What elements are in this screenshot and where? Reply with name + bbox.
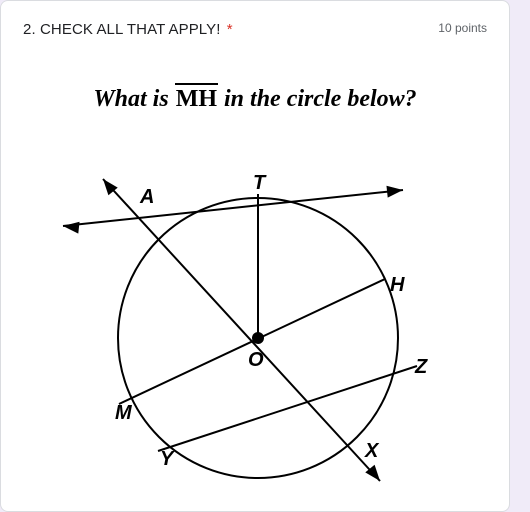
label-A: A: [139, 186, 154, 208]
center-dot: [252, 332, 264, 344]
label-M: M: [115, 402, 133, 424]
label-H: H: [390, 274, 405, 296]
prompt-segment: MH: [175, 86, 218, 112]
line-chord-mh: [119, 279, 385, 404]
label-Y: Y: [160, 448, 175, 470]
points-label: 10 points: [438, 21, 487, 35]
label-T: T: [253, 172, 267, 194]
line-tangent: [63, 190, 403, 226]
question-header: 2. CHECK ALL THAT APPLY! * 10 points: [23, 21, 487, 38]
question-text: CHECK ALL THAT APPLY!: [40, 21, 221, 38]
arrow-tangent-left: [63, 222, 80, 234]
question-title: 2. CHECK ALL THAT APPLY! *: [23, 21, 233, 38]
figure-container: What is MH in the circle below?: [23, 56, 487, 496]
label-X: X: [364, 440, 380, 462]
figure: What is MH in the circle below?: [45, 56, 465, 496]
arrow-tangent-right: [386, 186, 403, 198]
prompt-before: What is: [93, 86, 174, 112]
label-Z: Z: [414, 356, 428, 378]
prompt-after: in the circle below?: [218, 86, 417, 112]
question-number: 2.: [23, 21, 36, 38]
prompt-text: What is MH in the circle below?: [45, 86, 465, 113]
question-card: 2. CHECK ALL THAT APPLY! * 10 points Wha…: [0, 0, 510, 512]
label-O: O: [248, 349, 264, 371]
circle-diagram: A T H Z X Y M O: [45, 141, 465, 491]
required-asterisk: *: [227, 21, 233, 38]
